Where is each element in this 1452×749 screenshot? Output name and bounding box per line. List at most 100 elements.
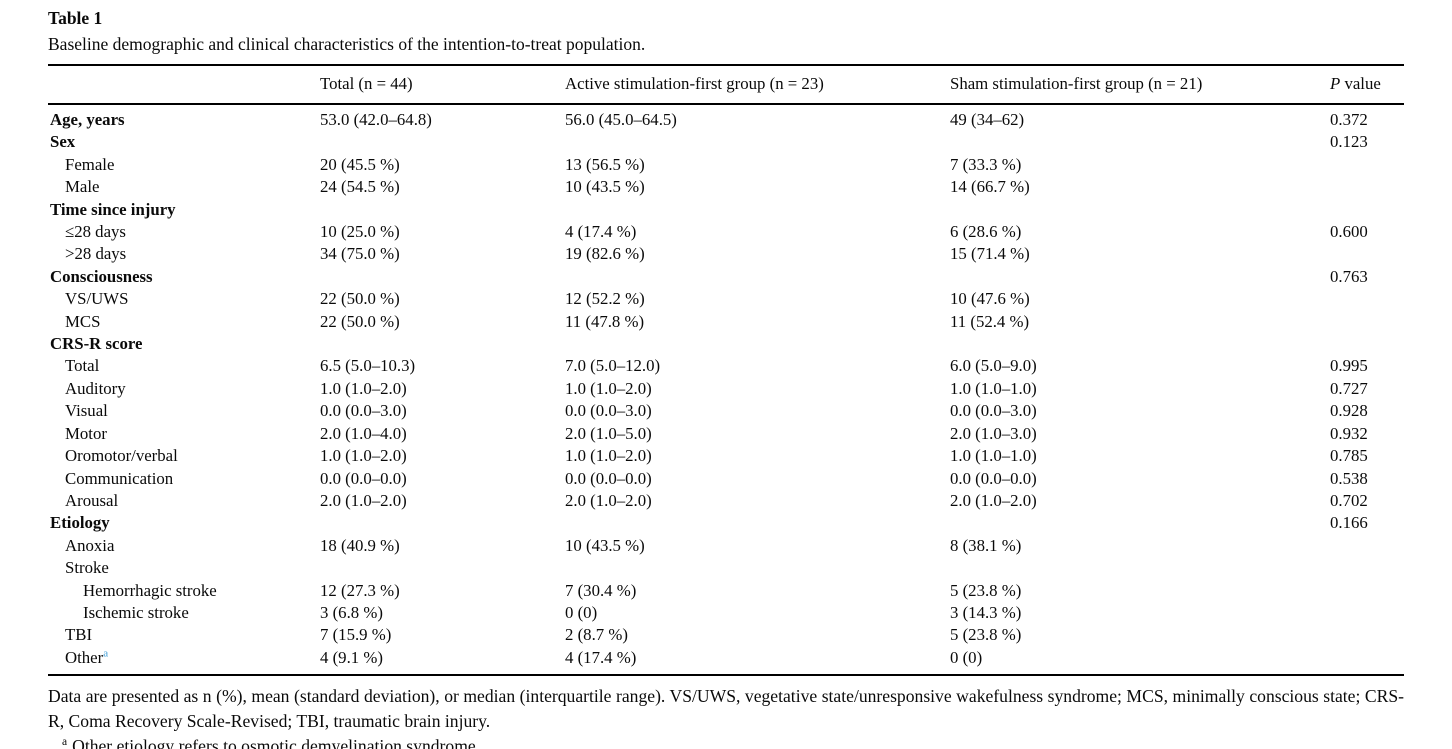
cell-total: 2.0 (1.0–4.0) [320, 423, 407, 443]
row-label: Etiology [50, 513, 110, 533]
cell-p: 0.702 [1330, 490, 1368, 510]
cell-p: 0.727 [1330, 378, 1368, 398]
row-label: Motor [65, 423, 107, 443]
cell-sham: 2.0 (1.0–3.0) [950, 423, 1037, 443]
row-label: Auditory [65, 378, 126, 398]
cell-p: 0.763 [1330, 266, 1368, 286]
cell-active: 7.0 (5.0–12.0) [565, 356, 661, 376]
cell-active: 1.0 (1.0–2.0) [565, 378, 652, 398]
cell-active [565, 512, 950, 534]
cell-p [1330, 535, 1404, 557]
cell-active: 11 (47.8 %) [565, 311, 645, 331]
cell-sham: 2.0 (1.0–2.0) [950, 490, 1037, 510]
p-value-rest: value [1340, 74, 1381, 93]
table-row: Oromotor/verbal 1.0 (1.0–2.0) 1.0 (1.0–2.0… [48, 445, 1404, 467]
cell-p: 0.538 [1330, 468, 1368, 488]
col-header-active-group: Active stimulation-first group (n = 23) [565, 65, 950, 105]
cell-p: 0.995 [1330, 356, 1368, 376]
row-label: MCS [65, 311, 101, 331]
cell-total: 0.0 (0.0–0.0) [320, 468, 407, 488]
baseline-characteristics-table: Total (n = 44) Active stimulation-first … [48, 64, 1404, 677]
cell-total [320, 512, 565, 534]
cell-active: 4 (17.4 %) [565, 222, 637, 242]
cell-sham [950, 131, 1330, 153]
cell-total: 2.0 (1.0–2.0) [320, 490, 407, 510]
table-row: Visual 0.0 (0.0–3.0) 0.0 (0.0–3.0) 0.0 (0.0… [48, 400, 1404, 422]
cell-p [1330, 154, 1404, 176]
table-row: VS/UWS 22 (50.0 %) 12 (52.2 %) 10 (47.6 %) [48, 288, 1404, 310]
row-label: VS/UWS [65, 289, 129, 309]
cell-p [1330, 176, 1404, 198]
table-row: Total 6.5 (5.0–10.3) 7.0 (5.0–12.0) 6.0 (5.… [48, 355, 1404, 377]
table-row: Consciousness 0.763 [48, 266, 1404, 288]
cell-sham [950, 333, 1330, 355]
table-row: Male 24 (54.5 %) 10 (43.5 %) 14 (66.7 %) [48, 176, 1404, 198]
cell-active: 10 (43.5 %) [565, 177, 645, 197]
cell-total: 18 (40.9 %) [320, 535, 400, 555]
row-label: Anoxia [65, 535, 115, 555]
cell-total: 53.0 (42.0–64.8) [320, 110, 432, 129]
cell-active [565, 266, 950, 288]
cell-sham: 1.0 (1.0–1.0) [950, 446, 1037, 466]
table-row: Time since injury [48, 199, 1404, 221]
cell-active: 10 (43.5 %) [565, 535, 645, 555]
cell-active [565, 131, 950, 153]
cell-total: 3 (6.8 %) [320, 602, 383, 622]
table-row: MCS 22 (50.0 %) 11 (47.8 %) 11 (52.4 %) [48, 311, 1404, 333]
cell-sham [950, 512, 1330, 534]
cell-sham: 11 (52.4 %) [950, 311, 1030, 331]
cell-sham: 7 (33.3 %) [950, 154, 1022, 174]
cell-sham: 49 (34–62) [950, 110, 1025, 129]
row-label: CRS-R score [50, 334, 143, 354]
col-header-sham-group: Sham stimulation-first group (n = 21) [950, 65, 1330, 105]
col-header-stub [48, 65, 320, 105]
row-label: Male [65, 177, 100, 197]
header-row: Total (n = 44) Active stimulation-first … [48, 65, 1404, 105]
cell-p [1330, 311, 1404, 333]
cell-sham: 5 (23.8 %) [950, 625, 1022, 645]
footnote-a-text: Other etiology refers to osmotic demyeli… [72, 736, 481, 749]
cell-p [1330, 580, 1404, 602]
row-label: Ischemic stroke [83, 602, 189, 622]
row-label: Stroke [65, 558, 109, 578]
footnote-data-presentation: Data are presented as n (%), mean (stand… [48, 686, 1404, 732]
cell-total [320, 199, 565, 221]
cell-sham: 0 (0) [950, 647, 983, 667]
cell-p: 0.932 [1330, 423, 1368, 443]
row-label: ≤28 days [65, 222, 126, 242]
cell-active: 0.0 (0.0–3.0) [565, 401, 652, 421]
row-label: Consciousness [50, 266, 153, 286]
table-row: CRS-R score [48, 333, 1404, 355]
table-row: Motor 2.0 (1.0–4.0) 2.0 (1.0–5.0) 2.0 (1.0–… [48, 423, 1404, 445]
table-row: ≤28 days 10 (25.0 %) 4 (17.4 %) 6 (28.6 %) 0… [48, 221, 1404, 243]
table-row: Female 20 (45.5 %) 13 (56.5 %) 7 (33.3 %) [48, 154, 1404, 176]
table-row: Auditory 1.0 (1.0–2.0) 1.0 (1.0–2.0) 1.0 (1… [48, 378, 1404, 400]
p-value-italic-letter: P [1330, 74, 1341, 93]
table-row: Etiology 0.166 [48, 512, 1404, 534]
cell-active: 13 (56.5 %) [565, 154, 645, 174]
cell-p: 0.372 [1330, 110, 1368, 129]
row-label: Arousal [65, 490, 119, 510]
cell-total [320, 266, 565, 288]
table-caption: Baseline demographic and clinical charac… [48, 34, 646, 54]
table-row: TBI 7 (15.9 %) 2 (8.7 %) 5 (23.8 %) [48, 624, 1404, 646]
cell-p [1330, 624, 1404, 646]
col-header-total: Total (n = 44) [320, 65, 565, 105]
row-label: Hemorrhagic stroke [83, 580, 217, 600]
cell-sham: 0.0 (0.0–3.0) [950, 401, 1037, 421]
cell-sham: 1.0 (1.0–1.0) [950, 378, 1037, 398]
footnote-a: a Other etiology refers to osmotic demyel… [48, 734, 1404, 749]
table-row: Age, years 53.0 (42.0–64.8) 56.0 (45.0–64.… [48, 104, 1404, 131]
table-header: Total (n = 44) Active stimulation-first … [48, 65, 1404, 105]
table-row: Ischemic stroke 3 (6.8 %) 0 (0) 3 (14.3 %) [48, 602, 1404, 624]
row-label: >28 days [65, 244, 127, 264]
table-footnotes: Data are presented as n (%), mean (stand… [48, 684, 1404, 749]
cell-active [565, 557, 950, 579]
cell-active: 19 (82.6 %) [565, 244, 645, 264]
cell-total: 24 (54.5 %) [320, 177, 400, 197]
table-number-label: Table 1 [48, 8, 103, 28]
table-body: Age, years 53.0 (42.0–64.8) 56.0 (45.0–64.… [48, 104, 1404, 675]
cell-active [565, 333, 950, 355]
cell-active: 7 (30.4 %) [565, 580, 637, 600]
